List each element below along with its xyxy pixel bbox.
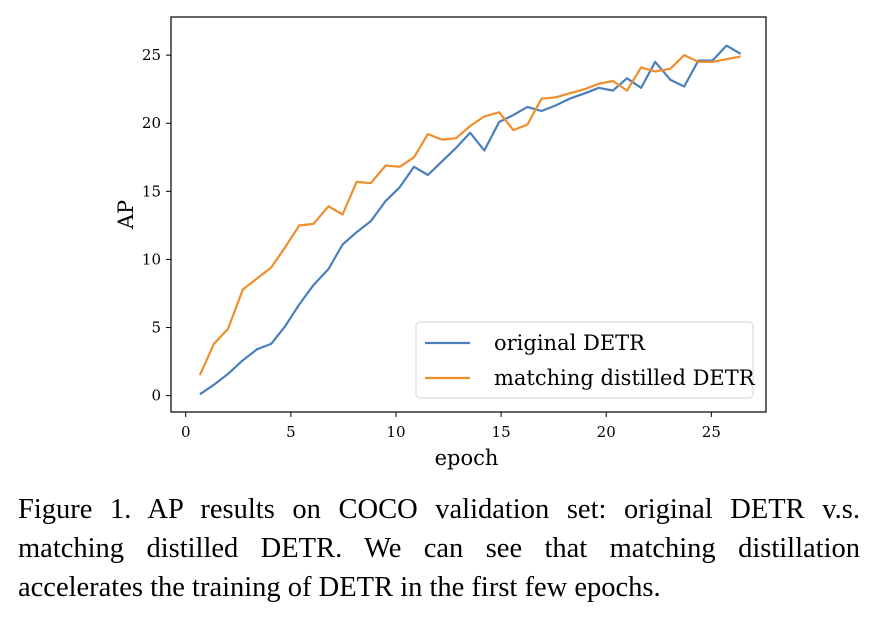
series-line-1 xyxy=(198,53,741,376)
legend-label-1: matching distilled DETR xyxy=(494,366,756,390)
figure-caption: Figure 1. AP results on COCO validation … xyxy=(18,494,860,603)
y-tick-label: 20 xyxy=(142,114,161,132)
x-tick-label: 0 xyxy=(181,423,191,441)
x-tick-label: 5 xyxy=(286,423,296,441)
legend-label-0: original DETR xyxy=(494,331,646,355)
plot-frame xyxy=(170,16,767,413)
ap-line-chart: 0 5 10 15 20 25 0 5 10 15 20 25 epoch AP original DETR… xyxy=(114,16,767,470)
x-tick-label: 20 xyxy=(597,423,616,441)
x-tick-label: 15 xyxy=(492,423,511,441)
x-axis-label: epoch xyxy=(435,446,499,470)
x-tick-label: 10 xyxy=(386,423,405,441)
y-tick-label: 0 xyxy=(151,387,161,405)
y-tick-label: 15 xyxy=(142,182,161,200)
x-tick-label: 25 xyxy=(702,423,721,441)
y-axis-label: AP xyxy=(114,200,138,230)
legend-box xyxy=(415,321,754,399)
y-tick-label: 25 xyxy=(142,46,161,64)
y-tick-label: 10 xyxy=(142,250,161,268)
y-tick-label: 5 xyxy=(151,319,161,337)
